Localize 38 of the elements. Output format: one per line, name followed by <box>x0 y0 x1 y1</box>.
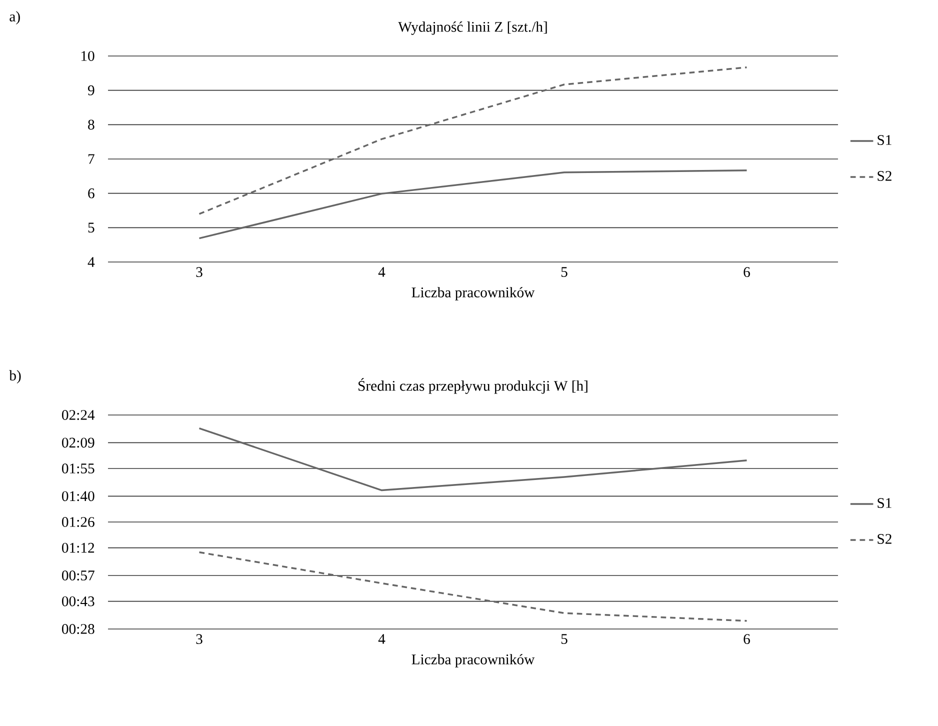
x-axis-title: Liczba pracowników <box>412 654 535 668</box>
chart-title: Wydajność linii Z [szt./h] <box>398 22 547 35</box>
line-series <box>198 66 748 215</box>
legend-label: S2 <box>878 534 892 544</box>
x-tick-label: 6 <box>744 267 750 278</box>
chart-title: Średni czas przepływu produkcji W [h] <box>358 378 588 394</box>
x-tick-label: 5 <box>561 634 568 644</box>
y-tick-label: 9 <box>88 85 94 96</box>
y-tick-label: 00:28 <box>62 624 94 634</box>
y-tick-label: 01:40 <box>62 491 94 502</box>
y-tick-label: 7 <box>88 154 94 164</box>
legend-label: S1 <box>878 135 892 145</box>
y-tick-label: 02:24 <box>62 410 95 420</box>
y-tick-label: 01:12 <box>62 542 94 553</box>
text: b) <box>9 370 21 384</box>
line-series <box>198 169 748 240</box>
line-series <box>198 427 748 492</box>
x-tick-label: 4 <box>378 267 386 277</box>
y-tick-label: 4 <box>88 257 95 267</box>
y-tick-label: 6 <box>88 188 94 198</box>
x-tick-label: 3 <box>196 267 202 278</box>
y-tick-label: 01:26 <box>62 517 94 527</box>
text: a) <box>10 11 20 24</box>
y-tick-label: 00:57 <box>62 570 94 580</box>
x-tick-label: 3 <box>196 634 202 644</box>
legend-label: S1 <box>878 498 892 508</box>
y-tick-label: 5 <box>88 222 94 233</box>
y-tick-label: 01:55 <box>62 464 94 474</box>
x-tick-label: 4 <box>378 634 386 644</box>
y-tick-label: 8 <box>88 120 94 130</box>
y-tick-label: 10 <box>81 51 94 61</box>
x-axis-title: Liczba pracowników <box>412 287 535 300</box>
y-tick-label: 00:43 <box>62 596 94 606</box>
line-series <box>198 551 748 622</box>
x-tick-label: 6 <box>744 634 750 644</box>
y-tick-label: 02:09 <box>62 438 94 448</box>
x-tick-label: 5 <box>561 267 568 277</box>
legend-label: S2 <box>878 171 892 181</box>
